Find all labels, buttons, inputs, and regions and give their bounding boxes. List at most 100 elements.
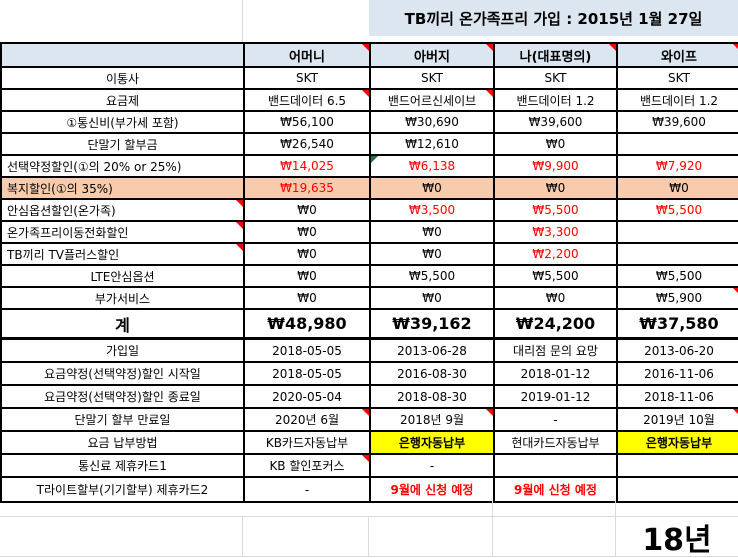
row-label[interactable]: ①통신비(부가세 포함) <box>2 112 245 134</box>
cell[interactable]: 2018-01-12 <box>495 363 618 386</box>
cell[interactable]: - <box>371 455 495 478</box>
cell[interactable]: ₩48,980 <box>245 310 371 340</box>
cell[interactable]: 9월에 신청 예정 <box>495 478 618 501</box>
cell[interactable]: ₩56,100 <box>245 112 371 134</box>
sheet-title-cell[interactable]: TB끼리 온가족프리 가입 : 2015년 1월 27일 <box>369 0 738 36</box>
cell[interactable]: 은행자동납부 <box>618 432 738 455</box>
row-label[interactable]: 요금약정(선택약정)할인 시작일 <box>2 363 245 386</box>
row-label[interactable]: 단말기 할부 만료일 <box>2 409 245 432</box>
row-label[interactable]: 요금 납부방법 <box>2 432 245 455</box>
cell[interactable]: ₩3,300 <box>495 222 618 244</box>
cell[interactable]: ₩0 <box>245 288 371 310</box>
cell[interactable]: 밴드데이터 1.2 <box>495 90 618 112</box>
cell[interactable] <box>618 134 738 156</box>
cell[interactable]: - <box>495 409 618 432</box>
cell[interactable]: ₩9,900 <box>495 156 618 178</box>
cell[interactable]: ₩24,200 <box>495 310 618 340</box>
column-header-1[interactable]: 아버지 <box>371 44 495 68</box>
cell[interactable]: KB 할인포커스 <box>245 455 371 478</box>
cell[interactable] <box>618 455 738 478</box>
row-label[interactable]: T라이트할부(기기할부) 제휴카드2 <box>2 478 245 501</box>
cell[interactable]: ₩0 <box>245 244 371 266</box>
cell[interactable]: ₩0 <box>371 222 495 244</box>
cell[interactable]: ₩0 <box>245 200 371 222</box>
row-label[interactable]: LTE안심옵션 <box>2 266 245 288</box>
column-header-2[interactable]: 나(대표명의) <box>495 44 618 68</box>
cell[interactable]: 2020년 6월 <box>245 409 371 432</box>
row-label[interactable]: 온가족프리이동전화할인 <box>2 222 245 244</box>
cell[interactable] <box>618 244 738 266</box>
cell[interactable] <box>618 222 738 244</box>
row-label[interactable]: 안심옵션할인(온가족) <box>2 200 245 222</box>
corner-header-cell[interactable] <box>2 44 245 68</box>
cell[interactable]: 은행자동납부 <box>371 432 495 455</box>
cell[interactable]: ₩39,162 <box>371 310 495 340</box>
cell[interactable]: SKT <box>495 68 618 90</box>
cell[interactable]: ₩0 <box>371 244 495 266</box>
cell[interactable]: ₩5,500 <box>495 200 618 222</box>
cell[interactable]: ₩19,635 <box>245 178 371 200</box>
cell[interactable]: ₩0 <box>371 178 495 200</box>
cell[interactable]: ₩5,500 <box>495 266 618 288</box>
cell[interactable]: 2018-11-06 <box>618 386 738 409</box>
cell[interactable]: ₩2,200 <box>495 244 618 266</box>
cell[interactable]: 2013-06-20 <box>618 340 738 363</box>
cell[interactable]: 밴드데이터 6.5 <box>245 90 371 112</box>
cell[interactable]: 2018-08-30 <box>371 386 495 409</box>
cell[interactable]: 2020-05-04 <box>245 386 371 409</box>
row-label[interactable]: 부가서비스 <box>2 288 245 310</box>
cell[interactable]: ₩26,540 <box>245 134 371 156</box>
year-note-cell[interactable]: 18년 <box>616 517 738 558</box>
cell[interactable]: SKT <box>245 68 371 90</box>
cell[interactable]: 2018-05-05 <box>245 340 371 363</box>
cell[interactable]: ₩5,500 <box>618 200 738 222</box>
cell[interactable]: 2019년 10월 <box>618 409 738 432</box>
cell[interactable]: 9월에 신청 예정 <box>371 478 495 501</box>
row-label[interactable]: TB끼리 TV플러스할인 <box>2 244 245 266</box>
cell[interactable]: ₩0 <box>495 178 618 200</box>
cell[interactable]: ₩0 <box>245 222 371 244</box>
cell[interactable]: ₩7,920 <box>618 156 738 178</box>
cell[interactable]: 2018-05-05 <box>245 363 371 386</box>
row-label[interactable]: 요금약정(선택약정)할인 종료일 <box>2 386 245 409</box>
cell[interactable]: ₩0 <box>618 178 738 200</box>
cell[interactable]: 밴드데이터 1.2 <box>618 90 738 112</box>
row-label[interactable]: 복지할인(①의 35%) <box>2 178 245 200</box>
row-label[interactable]: 이통사 <box>2 68 245 90</box>
column-header-0[interactable]: 어머니 <box>245 44 371 68</box>
cell[interactable]: ₩5,500 <box>618 266 738 288</box>
cell[interactable]: 밴드어르신세이브 <box>371 90 495 112</box>
cell[interactable]: ₩3,500 <box>371 200 495 222</box>
cell[interactable]: ₩0 <box>495 134 618 156</box>
cell[interactable]: 2016-08-30 <box>371 363 495 386</box>
cell[interactable]: 대리점 문의 요망 <box>495 340 618 363</box>
cell[interactable]: ₩0 <box>495 288 618 310</box>
cell[interactable]: 2018년 9월 <box>371 409 495 432</box>
row-label[interactable]: 계 <box>2 310 245 340</box>
cell[interactable]: ₩5,500 <box>371 266 495 288</box>
cell[interactable] <box>495 455 618 478</box>
cell[interactable]: ₩0 <box>371 288 495 310</box>
cell[interactable]: SKT <box>371 68 495 90</box>
cell[interactable]: ₩30,690 <box>371 112 495 134</box>
row-label[interactable]: 통신료 제휴카드1 <box>2 455 245 478</box>
cell[interactable]: ₩12,610 <box>371 134 495 156</box>
cell[interactable]: ₩37,580 <box>618 310 738 340</box>
row-label[interactable]: 단말기 할부금 <box>2 134 245 156</box>
row-label[interactable]: 선택약정할인(①의 20% or 25%) <box>2 156 245 178</box>
row-label[interactable]: 요금제 <box>2 90 245 112</box>
cell[interactable]: ₩0 <box>245 266 371 288</box>
cell[interactable]: KB카드자동납부 <box>245 432 371 455</box>
cell[interactable] <box>618 478 738 501</box>
cell[interactable]: SKT <box>618 68 738 90</box>
cell[interactable]: 2016-11-06 <box>618 363 738 386</box>
row-label[interactable]: 가입일 <box>2 340 245 363</box>
cell[interactable]: ₩14,025 <box>245 156 371 178</box>
cell[interactable]: 2019-01-12 <box>495 386 618 409</box>
cell[interactable]: ₩39,600 <box>495 112 618 134</box>
cell[interactable]: - <box>245 478 371 501</box>
cell[interactable]: 2013-06-28 <box>371 340 495 363</box>
cell[interactable]: ₩39,600 <box>618 112 738 134</box>
cell[interactable]: ₩5,900 <box>618 288 738 310</box>
column-header-3[interactable]: 와이프 <box>618 44 738 68</box>
